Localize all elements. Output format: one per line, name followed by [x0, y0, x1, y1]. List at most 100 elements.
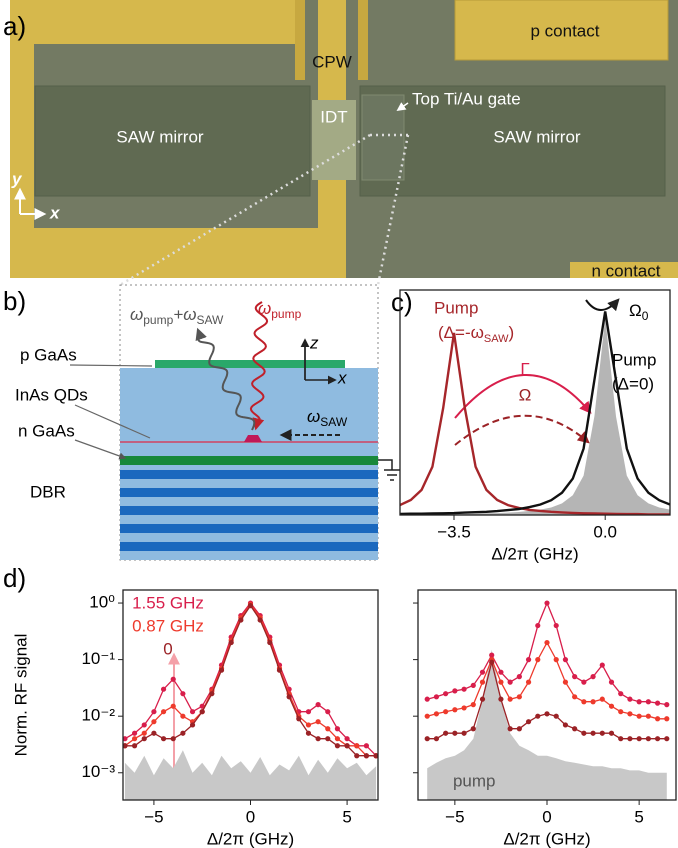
marker	[425, 714, 430, 719]
marker	[498, 680, 503, 685]
marker	[171, 677, 176, 682]
area	[125, 750, 376, 800]
marker	[238, 617, 243, 622]
marker	[627, 736, 632, 741]
marker	[609, 731, 614, 736]
marker	[316, 719, 321, 724]
panel-label: c)	[391, 287, 413, 317]
micrograph: a) SAW mirror IDT CPW Top Ti/Au gate SAW…	[3, 0, 678, 285]
marker	[171, 704, 176, 709]
marker	[535, 657, 540, 662]
marker	[535, 714, 540, 719]
marker	[618, 736, 623, 741]
marker	[190, 709, 195, 714]
marker	[180, 731, 185, 736]
marker	[655, 701, 660, 706]
marker	[664, 736, 669, 741]
layer-label: InAs QDs	[15, 385, 88, 404]
marker	[354, 753, 359, 758]
marker	[637, 699, 642, 704]
subscript: SAW	[484, 333, 509, 345]
marker	[618, 691, 623, 696]
subscript: pump	[143, 313, 173, 327]
marker	[526, 680, 531, 685]
marker	[200, 709, 205, 714]
marker	[335, 726, 340, 731]
subscript: SAW	[196, 313, 224, 327]
y-tick-label: 10⁻³	[81, 762, 115, 781]
marker	[296, 716, 301, 721]
x-axis-label: Δ/2π (GHz)	[503, 829, 590, 848]
x-tick-label: 5	[634, 807, 643, 826]
y-tick-label: 10⁰	[89, 593, 115, 612]
x-tick-label: 5	[342, 807, 351, 826]
legend-entry: 0.87 GHz	[132, 616, 204, 635]
marker	[190, 722, 195, 727]
x-tick-label: −3.5	[437, 522, 471, 541]
marker	[161, 736, 166, 741]
text: (Δ=-ω	[438, 323, 484, 342]
marker	[151, 709, 156, 714]
marker	[316, 702, 321, 707]
axis-label: x	[337, 368, 347, 387]
label: p contact	[531, 21, 600, 40]
marker	[161, 687, 166, 692]
marker	[161, 709, 166, 714]
marker	[471, 683, 476, 688]
subscript: pump	[271, 307, 301, 321]
marker	[132, 743, 137, 748]
figure: a) SAW mirror IDT CPW Top Ti/Au gate SAW…	[0, 0, 678, 848]
marker	[609, 680, 614, 685]
marker	[267, 640, 272, 645]
marker	[142, 731, 147, 736]
marker	[618, 709, 623, 714]
marker	[581, 699, 586, 704]
marker	[132, 736, 137, 741]
axis-label: x	[49, 203, 61, 222]
marker	[364, 753, 369, 758]
annotation: Ω	[519, 385, 532, 404]
marker	[142, 722, 147, 727]
marker	[498, 670, 503, 675]
axis-label: z	[309, 333, 319, 352]
marker	[517, 694, 522, 699]
marker	[180, 691, 185, 696]
marker	[508, 697, 513, 702]
marker	[443, 709, 448, 714]
marker	[544, 711, 549, 716]
y-axis-label: Norm. RF signal	[11, 634, 30, 757]
marker	[287, 694, 292, 699]
marker	[425, 736, 430, 741]
marker	[452, 731, 457, 736]
marker	[646, 699, 651, 704]
label: IDT	[320, 107, 347, 126]
marker	[517, 726, 522, 731]
legend-entry: 1.55 GHz	[132, 593, 204, 612]
marker	[627, 711, 632, 716]
marker	[508, 680, 513, 685]
text: )	[509, 323, 515, 342]
marker	[277, 668, 282, 673]
marker	[335, 736, 340, 741]
annotation: Γ	[520, 359, 529, 378]
panel-label: b)	[3, 286, 26, 316]
marker	[664, 702, 669, 707]
marker	[344, 743, 349, 748]
marker	[526, 719, 531, 724]
sample-sketch: b) p GaAs InAs QDs n GaAs DBR ωpump+ωSAW…	[3, 285, 400, 560]
symbol: +ω	[173, 305, 196, 324]
marker	[142, 736, 147, 741]
marker	[563, 722, 568, 727]
marker	[609, 704, 614, 709]
marker	[171, 736, 176, 741]
marker	[258, 617, 263, 622]
marker	[325, 736, 330, 741]
marker	[461, 687, 466, 692]
beam-label: ωpump+ωSAW	[130, 305, 224, 327]
x-axis-label: Δ/2π (GHz)	[491, 544, 578, 563]
annotation: Pump	[434, 298, 478, 317]
marker	[572, 726, 577, 731]
marker	[637, 714, 642, 719]
marker	[600, 731, 605, 736]
